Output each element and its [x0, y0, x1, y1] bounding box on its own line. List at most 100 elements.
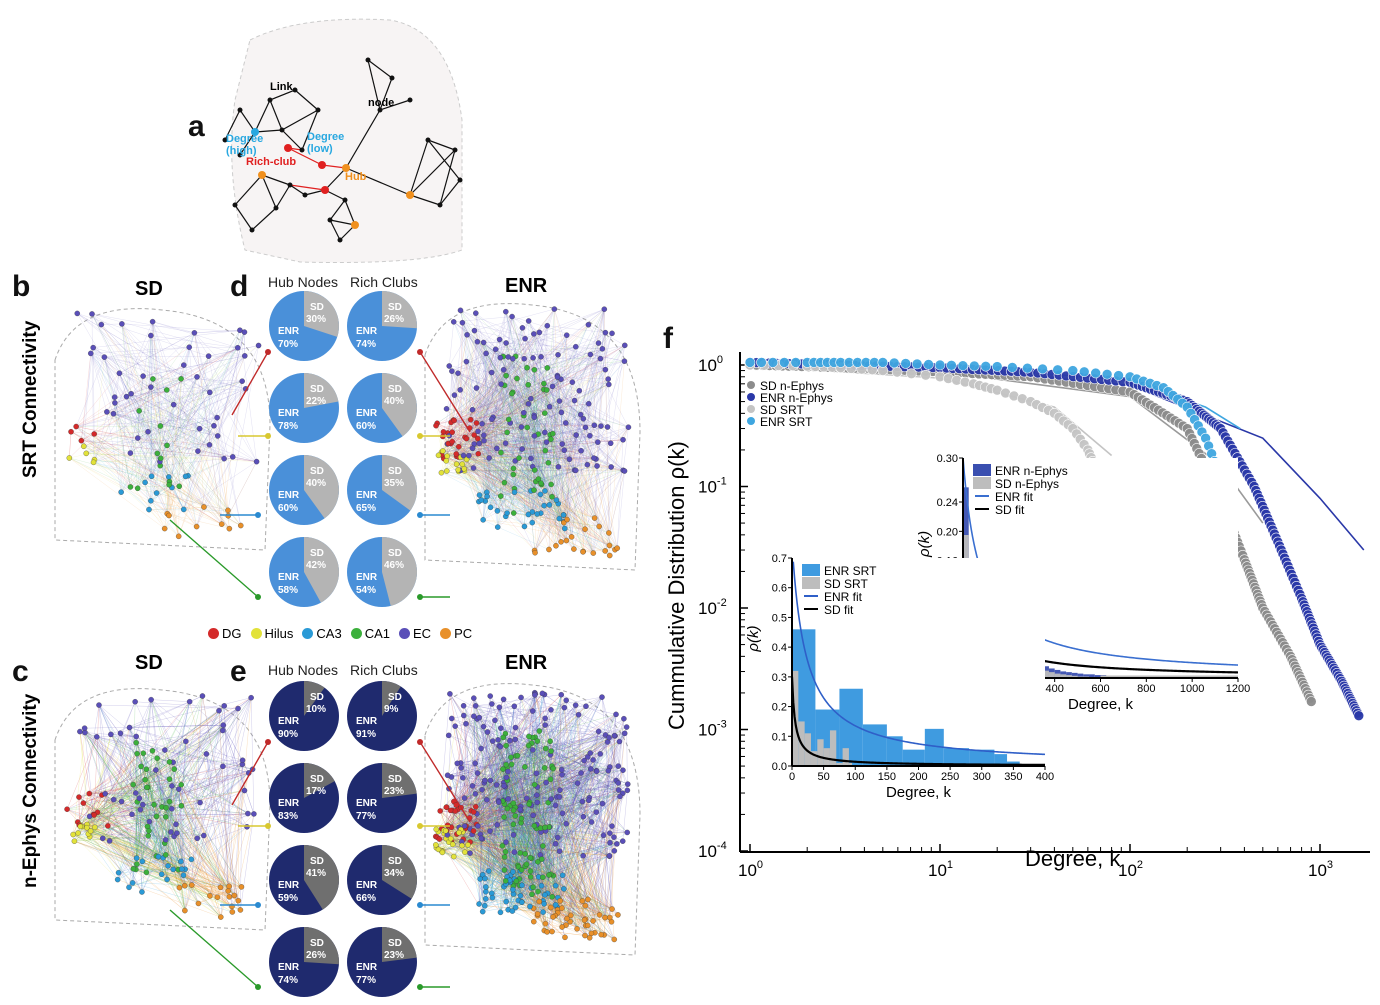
network-node [476, 492, 483, 498]
network-edge [447, 443, 609, 534]
network-edge [189, 347, 210, 393]
network-edge [150, 484, 170, 501]
network-edge [77, 313, 210, 393]
network-node [188, 882, 195, 888]
network-edge [130, 486, 157, 494]
network-edge [104, 356, 210, 393]
network-edge [90, 353, 114, 414]
network-edge [477, 341, 523, 450]
diagram-link [427, 139, 461, 181]
network-node [564, 516, 570, 523]
network-edge [466, 361, 535, 371]
network-edge [604, 470, 625, 551]
network-edge [470, 309, 605, 420]
network-edge [511, 316, 565, 451]
col-header-rich-srt: Rich Clubs [350, 274, 418, 290]
network-edge [533, 333, 547, 391]
network-edge [197, 381, 243, 452]
network-edge [435, 375, 558, 426]
diagram-node [318, 161, 326, 169]
network-edge [120, 425, 161, 493]
panel-label-a: a [188, 110, 205, 143]
network-node [607, 440, 614, 446]
network-node [87, 828, 94, 834]
network-node [133, 855, 140, 861]
network-node [64, 806, 70, 812]
network-edge [120, 332, 195, 493]
network-edge [159, 461, 179, 537]
network-edge [119, 373, 151, 388]
network-edge [142, 375, 233, 458]
network-edge [151, 476, 197, 527]
network-edge [181, 378, 243, 382]
network-edge [557, 377, 606, 551]
network-node [519, 446, 525, 452]
network-node [560, 512, 567, 518]
network-edge [497, 432, 546, 512]
network-edge [466, 361, 539, 435]
network-edge [101, 324, 241, 526]
network-node [529, 519, 536, 526]
network-title-sd-srt: SD [135, 278, 163, 300]
network-node [606, 552, 613, 559]
network-edge [131, 393, 200, 429]
network-node [591, 515, 598, 521]
network-edge [69, 457, 197, 527]
network-edge [490, 482, 505, 508]
network-node [551, 306, 558, 312]
network-edge [580, 450, 584, 552]
network-edge [148, 509, 228, 511]
network-node [106, 838, 113, 844]
network-edge [454, 375, 558, 421]
network-node [89, 311, 95, 317]
network-edge [150, 481, 170, 501]
diagram-link [294, 89, 319, 111]
network-edge [166, 445, 229, 516]
network-edge [196, 355, 245, 378]
network-edge [83, 404, 174, 447]
network-edge [152, 321, 170, 482]
legend-label: CA3 [316, 626, 342, 641]
network-edge [534, 435, 546, 451]
network-edge [470, 325, 548, 420]
network-edge [106, 411, 122, 493]
network-edge [156, 381, 243, 494]
network-node [531, 331, 537, 337]
network-edge [130, 321, 153, 454]
network-title-enr-nephys: ENR [505, 652, 548, 674]
network-edge [70, 431, 180, 487]
network-edge [90, 353, 169, 478]
network-node [546, 403, 553, 410]
network-edge [150, 321, 153, 388]
network-edge [76, 426, 131, 488]
diagram-node [251, 128, 259, 136]
network-node [119, 321, 125, 327]
network-edge [145, 482, 205, 508]
network-node [604, 424, 611, 430]
network-edge [530, 458, 606, 552]
network-edge [478, 369, 504, 502]
network-edge [139, 410, 214, 426]
network-node [126, 884, 132, 891]
network-edge [93, 321, 153, 463]
network-edge [151, 404, 174, 477]
network-edge [475, 313, 547, 443]
network-edge [514, 354, 559, 489]
network-edge [435, 425, 595, 519]
network-node [473, 310, 479, 316]
diagram-link [287, 147, 323, 166]
network-edge [476, 383, 544, 389]
network-edge [472, 361, 625, 410]
network-node [563, 420, 569, 426]
network-edge [131, 364, 184, 394]
network-edge [106, 347, 238, 413]
network-node [469, 407, 476, 413]
network-node [463, 358, 470, 365]
network-edge [197, 450, 225, 459]
network-edge [86, 453, 161, 459]
network-node [98, 321, 105, 328]
network-node [151, 801, 157, 808]
network-edge [483, 308, 555, 441]
network-edge [511, 316, 606, 370]
network-edge [528, 320, 624, 471]
